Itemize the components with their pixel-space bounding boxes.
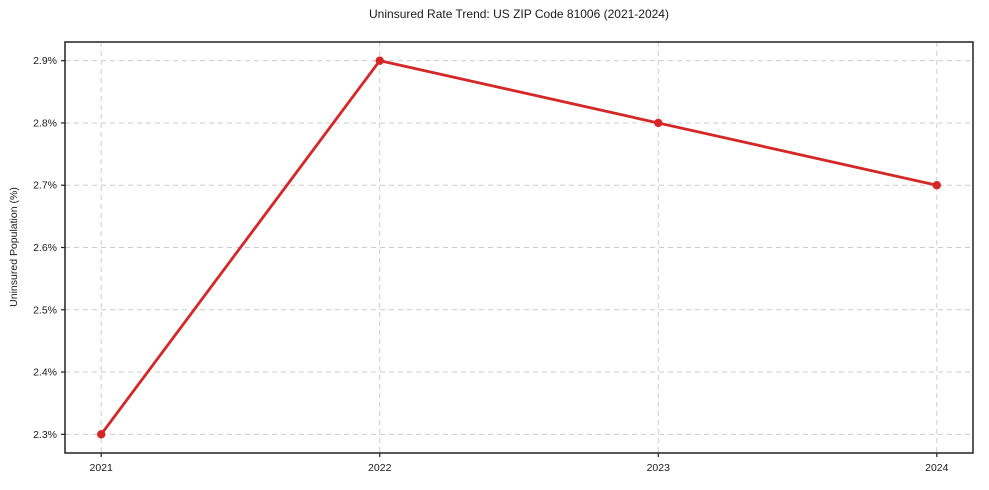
y-tick-label: 2.9% xyxy=(33,55,57,67)
x-tick-label: 2024 xyxy=(925,462,949,474)
x-tick-label: 2023 xyxy=(647,462,671,474)
data-point-marker xyxy=(97,430,106,439)
y-tick-label: 2.6% xyxy=(33,242,57,254)
x-tick-label: 2021 xyxy=(90,462,114,474)
data-point-marker xyxy=(654,118,663,128)
y-tick-label: 2.3% xyxy=(33,429,57,441)
y-tick-label: 2.7% xyxy=(33,180,57,192)
x-tick-label: 2022 xyxy=(368,462,392,474)
y-tick-label: 2.8% xyxy=(33,117,57,129)
chart-title: Uninsured Rate Trend: US ZIP Code 81006 … xyxy=(369,7,669,21)
y-tick-label: 2.4% xyxy=(33,367,57,379)
data-point-marker xyxy=(932,181,941,190)
y-tick-label: 2.5% xyxy=(33,304,57,316)
data-point-marker xyxy=(375,56,384,65)
trend-line xyxy=(99,59,939,436)
